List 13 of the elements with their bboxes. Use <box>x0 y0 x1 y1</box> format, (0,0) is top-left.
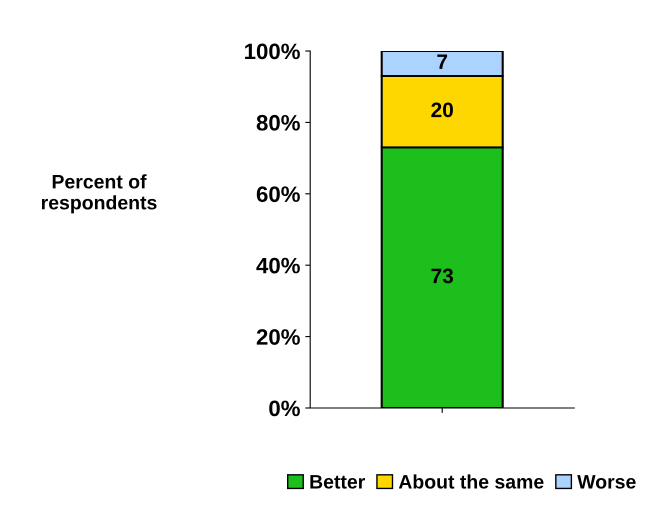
y-tick-label: 40% <box>256 258 300 274</box>
legend-label: About the same <box>398 474 544 489</box>
data-label: 20 <box>431 102 453 118</box>
y-tick-label: 20% <box>256 329 300 345</box>
data-label: 7 <box>437 54 448 69</box>
legend-label: Worse <box>577 475 636 489</box>
y-axis-title: Percent of respondents <box>42 174 157 214</box>
data-label: 73 <box>432 268 454 284</box>
y-tick-label: 100% <box>245 44 300 60</box>
legend-label: Better <box>310 475 365 489</box>
y-tick-label: 80% <box>256 114 300 131</box>
y-tick-label: 0% <box>269 400 300 416</box>
y-tick-label: 60% <box>256 186 300 202</box>
